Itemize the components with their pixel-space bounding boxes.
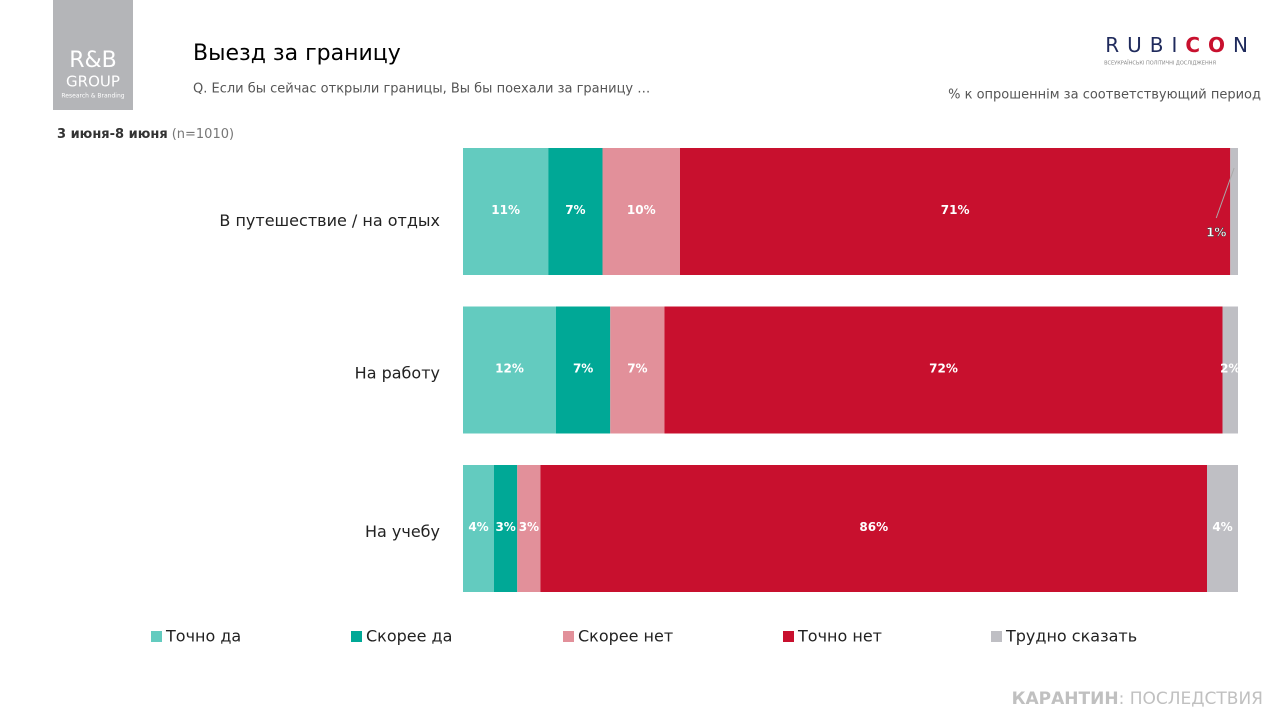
legend-label: Точно нет: [797, 627, 882, 646]
value-label: 3%: [495, 520, 515, 534]
logo-box: [53, 0, 133, 110]
legend-label: Точно да: [165, 627, 241, 646]
footer: КАРАНТИН: ПОСЛЕДСТВИЯ: [1012, 689, 1263, 709]
category-label: На учебу: [365, 522, 440, 541]
period-dates: 3 июня-8 июня: [57, 127, 168, 142]
bar-segment: [664, 306, 1223, 434]
value-label: 10%: [627, 203, 656, 217]
unit-note: % к опрошеннім за соответствующий период: [948, 88, 1261, 103]
sample-size: (n=1010): [172, 127, 234, 142]
legend-label: Трудно сказать: [1005, 627, 1137, 646]
value-label: 3%: [519, 520, 539, 534]
leader-line: [1215, 167, 1235, 219]
category-label: В путешествие / на отдых: [219, 211, 440, 230]
legend-swatch: [991, 631, 1002, 642]
legend-label: Скорее нет: [578, 627, 673, 646]
value-label: 12%: [495, 362, 524, 376]
value-label: 11%: [491, 203, 520, 217]
bar-segment: [602, 148, 680, 275]
brand-part: N: [1233, 33, 1256, 57]
brand-part: RUBI: [1105, 33, 1185, 57]
logo-text: GROUP: [66, 73, 120, 91]
category-label: На работу: [355, 364, 440, 383]
bar-segment: [1230, 148, 1238, 275]
logo-text: Research & Branding: [61, 93, 124, 100]
legend-swatch: [783, 631, 794, 642]
logo-text: R&B: [69, 48, 117, 73]
brand: RUBICON: [1105, 33, 1256, 57]
value-label: 7%: [627, 362, 647, 376]
legend-label: Скорее да: [366, 627, 452, 646]
legend-swatch: [151, 631, 162, 642]
brand-tagline: ВСЕУКРАЇНСЬКІ ПОЛІТИЧНІ ДОСЛІДЖЕННЯ: [1104, 60, 1216, 67]
value-label: 4%: [1212, 520, 1232, 534]
bar-segment: [548, 148, 603, 275]
subtitle: Q. Если бы сейчас открыли границы, Вы бы…: [193, 82, 650, 97]
title: Выезд за границу: [193, 41, 401, 66]
bar-segment: [1222, 306, 1238, 434]
bar-segment: [540, 465, 1207, 592]
bar-segment: [463, 148, 549, 275]
bar-segment: [463, 465, 494, 592]
footer-rest: : ПОСЛЕДСТВИЯ: [1119, 689, 1263, 709]
footer-bold: КАРАНТИН: [1012, 689, 1119, 709]
bar-segment: [463, 306, 556, 434]
value-label: 86%: [859, 520, 888, 534]
value-label: 1%: [1206, 226, 1226, 240]
value-label: 7%: [573, 362, 593, 376]
bar-segment: [556, 306, 611, 434]
bar-segment: [1207, 465, 1238, 592]
period: 3 июня-8 июня (n=1010): [57, 127, 234, 142]
legend-swatch: [351, 631, 362, 642]
bar-segment: [494, 465, 518, 592]
value-label: 72%: [929, 362, 958, 376]
value-label: 71%: [941, 203, 970, 217]
bar-segment: [517, 465, 541, 592]
brand-part: CO: [1185, 33, 1233, 57]
bar-segment: [680, 148, 1231, 275]
legend-swatch: [563, 631, 574, 642]
value-label: 4%: [468, 520, 488, 534]
value-label: 2%: [1220, 362, 1240, 376]
value-label: 7%: [565, 203, 585, 217]
bar-segment: [610, 306, 665, 434]
